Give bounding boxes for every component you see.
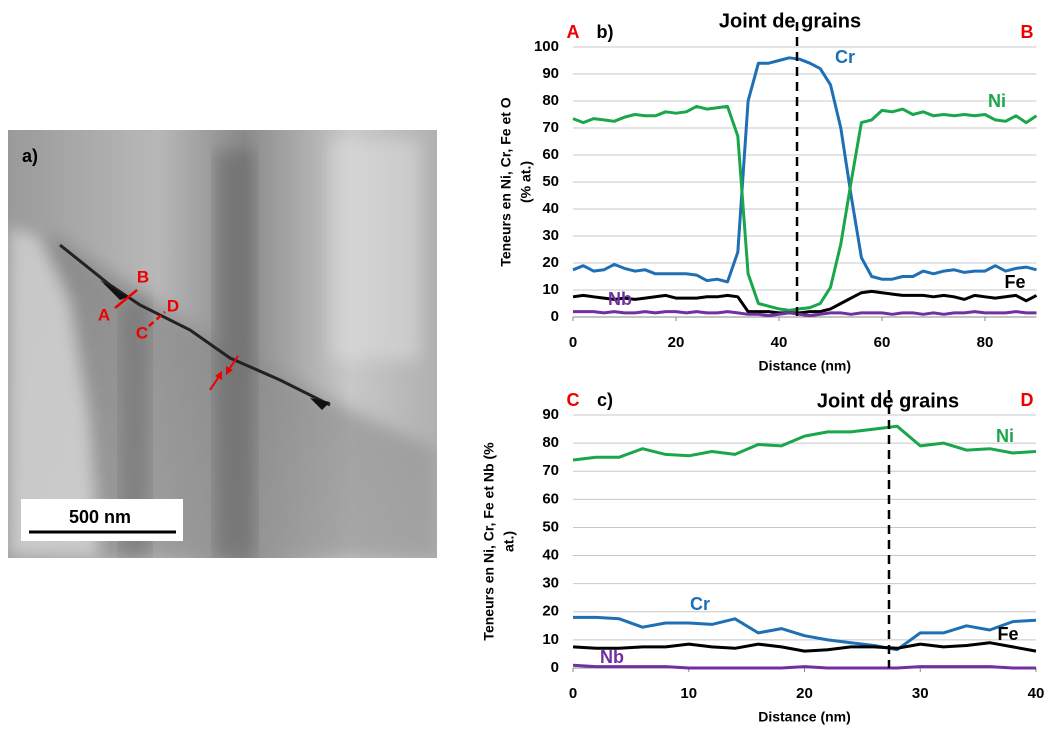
arrow-head: [215, 371, 222, 380]
y-tick-label: 40: [542, 200, 559, 217]
point-label: D: [1021, 390, 1034, 410]
x-tick-label: 60: [874, 334, 891, 351]
y-tick-label: 40: [542, 547, 559, 564]
y-tick-label: 20: [542, 254, 559, 271]
x-tick-label: 0: [569, 334, 577, 351]
arrow-head: [226, 366, 233, 375]
y-tick-label: 0: [551, 659, 559, 676]
series-label: Nb: [608, 289, 632, 309]
y-axis-label: Teneurs en Ni, Cr, Fe et O: [498, 97, 514, 266]
series-line: [572, 56, 1037, 284]
x-tick-label: 0: [569, 685, 577, 702]
x-tick-label: 40: [771, 334, 788, 351]
point-label: B: [137, 267, 149, 286]
y-tick-label: 80: [542, 92, 559, 109]
point-label: B: [1021, 22, 1034, 42]
series-line: [573, 310, 1037, 318]
panel-label: b): [597, 22, 614, 42]
profile-cd: [148, 311, 166, 327]
panel-label: c): [597, 390, 613, 410]
x-axis-label: Distance (nm): [758, 709, 851, 725]
profile-ab: [114, 289, 138, 309]
y-tick-label: 80: [542, 434, 559, 451]
y-tick-label: 90: [542, 65, 559, 82]
y-tick-label: 50: [542, 173, 559, 190]
y-tick-label: 30: [542, 575, 559, 592]
y-axis-label: at.): [501, 531, 517, 552]
y-tick-label: 20: [542, 603, 559, 620]
y-tick-label: 70: [542, 462, 559, 479]
series-label: Fe: [997, 624, 1018, 644]
series-label: Ni: [996, 426, 1014, 446]
tem-image: [8, 130, 437, 558]
series-line: [572, 641, 1037, 653]
annotation: Joint de grains: [817, 390, 959, 412]
y-tick-label: 0: [551, 308, 559, 325]
scale-bar-box: [21, 499, 183, 541]
x-tick-label: 10: [680, 685, 697, 702]
x-tick-label: 40: [1028, 685, 1045, 702]
x-tick-label: 20: [796, 685, 813, 702]
y-tick-label: 10: [542, 281, 559, 298]
series-label: Ni: [988, 91, 1006, 111]
y-tick-label: 100: [534, 38, 559, 55]
point-label: A: [98, 305, 110, 324]
series-label: Fe: [1004, 272, 1025, 292]
y-axis-label: Teneurs en Ni, Cr, Fe et Nb (%: [481, 442, 497, 641]
series-line: [572, 424, 1037, 462]
point-label: C: [567, 390, 580, 410]
y-tick-label: 70: [542, 119, 559, 136]
x-tick-label: 20: [668, 334, 685, 351]
series-label: Nb: [600, 647, 624, 667]
series-line: [572, 663, 1036, 670]
series-label: Cr: [835, 47, 855, 67]
point-label: C: [136, 323, 148, 342]
series-line: [572, 104, 1038, 312]
y-tick-label: 60: [542, 146, 559, 163]
x-tick-label: 80: [977, 334, 994, 351]
series-line: [573, 615, 1037, 652]
annotation: Joint de grains: [719, 10, 861, 32]
x-tick-label: 30: [912, 685, 929, 702]
image-panel-label: a): [22, 146, 38, 166]
series-label: Cr: [690, 594, 710, 614]
y-tick-label: 90: [542, 406, 559, 423]
point-label: D: [167, 296, 179, 315]
y-axis-label: (% at.): [518, 161, 534, 203]
y-tick-label: 60: [542, 490, 559, 507]
y-tick-label: 10: [542, 631, 559, 648]
y-tick-label: 50: [542, 518, 559, 535]
scale-bar-label: 500 nm: [69, 507, 131, 527]
y-tick-label: 30: [542, 227, 559, 244]
x-axis-label: Distance (nm): [758, 358, 851, 374]
series-line: [572, 289, 1038, 315]
point-label: A: [567, 22, 580, 42]
